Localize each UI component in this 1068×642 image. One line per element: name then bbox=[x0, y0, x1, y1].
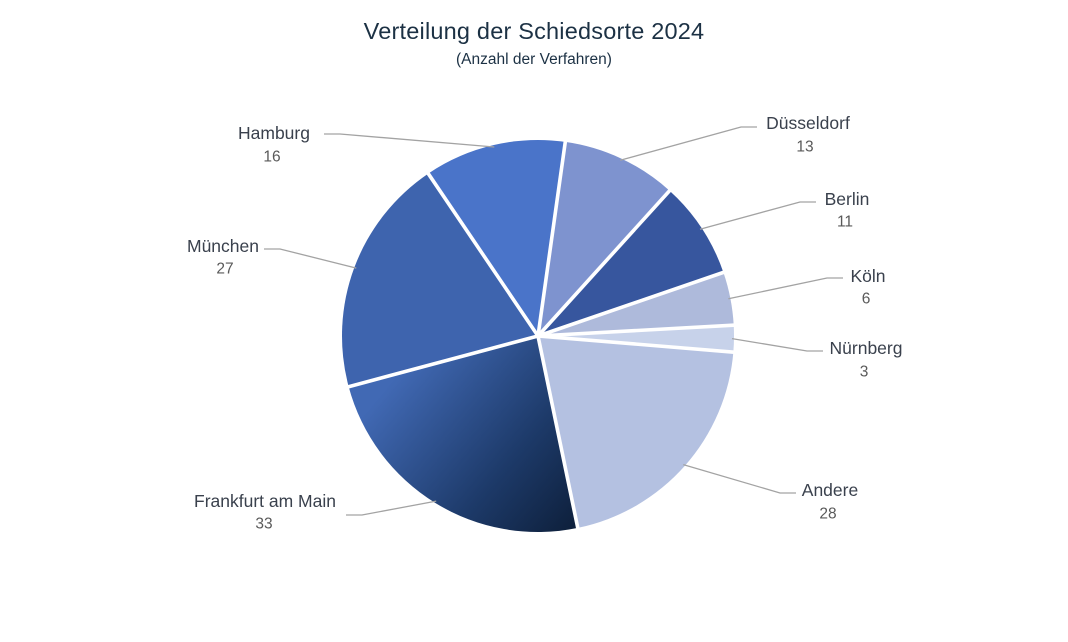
slice-label-hamburg: Hamburg bbox=[238, 123, 310, 143]
slice-label-berlin: Berlin bbox=[825, 189, 870, 209]
pie-slice-hamburg bbox=[428, 140, 566, 336]
leader-line-frankfurt-am-main bbox=[346, 500, 437, 516]
leader-line-koeln bbox=[728, 277, 843, 300]
chart-subtitle: (Anzahl der Verfahren) bbox=[456, 51, 612, 68]
leader-line-andere bbox=[683, 463, 796, 494]
slice-value-koeln: 6 bbox=[862, 291, 871, 308]
slice-labels: Düsseldorf 13 Berlin 11 Köln 6 Nürnberg 3 Andere… bbox=[187, 113, 902, 533]
slice-label-nuernberg: Nürnberg bbox=[830, 338, 903, 358]
chart-title: Verteilung der Schiedsorte 2024 bbox=[364, 18, 705, 44]
slice-separators bbox=[346, 139, 736, 531]
slice-separator-2 bbox=[537, 270, 726, 338]
slice-value-hamburg: 16 bbox=[263, 149, 280, 166]
slice-separator-1 bbox=[536, 188, 673, 338]
pie-slice-duesseldorf bbox=[538, 141, 670, 336]
slice-separator-3 bbox=[537, 323, 736, 338]
slice-separator-5 bbox=[536, 335, 580, 531]
leader-line-berlin bbox=[699, 201, 816, 230]
slice-label-andere: Andere bbox=[802, 480, 858, 500]
leader-line-muenchen bbox=[264, 248, 357, 269]
slice-label-duesseldorf: Düsseldorf bbox=[766, 113, 850, 133]
slice-separator-0 bbox=[536, 139, 568, 337]
slice-value-berlin: 11 bbox=[837, 214, 853, 231]
pie-slices bbox=[341, 140, 735, 532]
slice-value-muenchen: 27 bbox=[216, 261, 233, 278]
pie-slice-muenchen bbox=[341, 173, 538, 387]
slice-value-duesseldorf: 13 bbox=[796, 139, 813, 156]
pie-slice-frankfurt-am-main bbox=[348, 336, 578, 532]
leader-lines bbox=[264, 126, 843, 516]
slice-separator-6 bbox=[346, 334, 539, 389]
pie-slice-nuernberg bbox=[538, 325, 735, 353]
slice-label-frankfurt-am-main: Frankfurt am Main bbox=[194, 491, 336, 511]
pie-slice-berlin bbox=[538, 190, 724, 336]
slice-value-frankfurt-am-main: 33 bbox=[255, 516, 272, 533]
slice-value-andere: 28 bbox=[819, 506, 836, 523]
slice-value-nuernberg: 3 bbox=[860, 364, 869, 381]
leader-line-hamburg bbox=[324, 133, 495, 148]
leader-line-nuernberg bbox=[731, 337, 823, 352]
leader-line-duesseldorf bbox=[620, 126, 757, 161]
slice-separator-4 bbox=[537, 334, 736, 355]
pie-slice-andere bbox=[538, 336, 734, 528]
slice-label-koeln: Köln bbox=[850, 266, 885, 286]
slice-separator-7 bbox=[425, 170, 540, 338]
slice-label-muenchen: München bbox=[187, 236, 259, 256]
